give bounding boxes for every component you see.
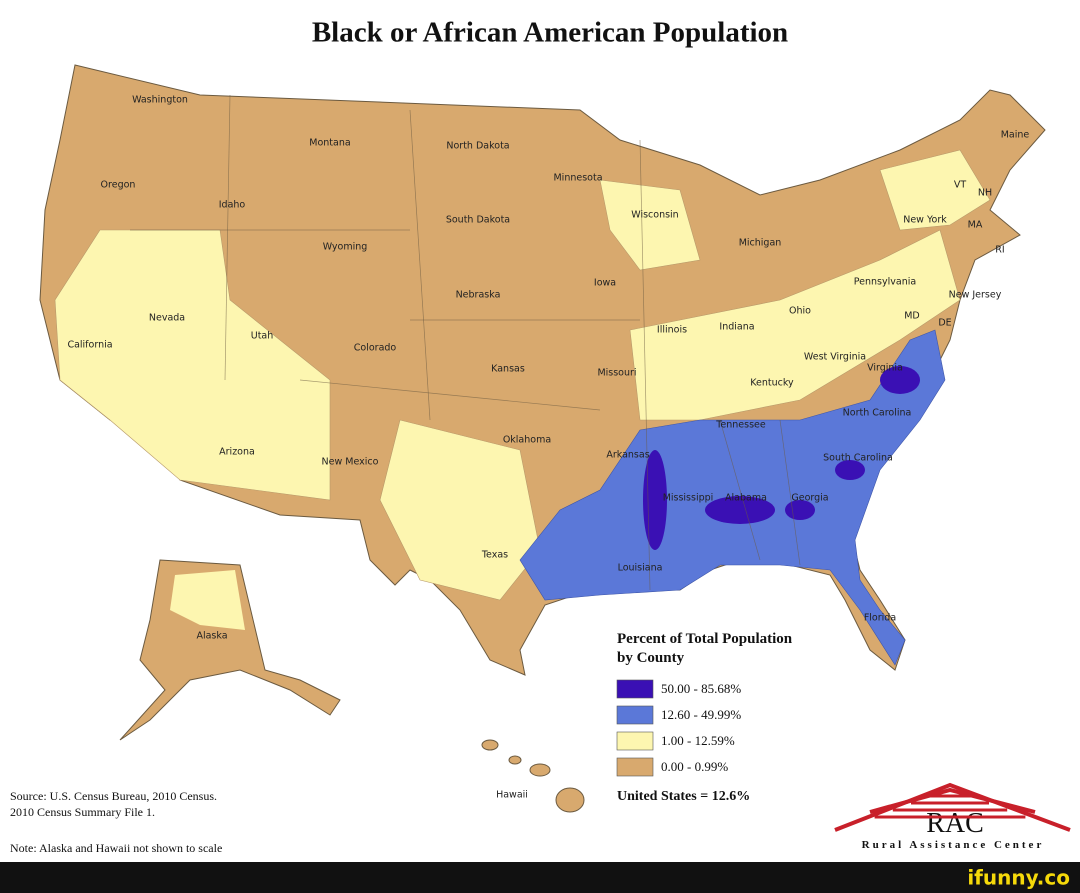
region	[54, 229, 331, 501]
legend-label: 1.00 - 12.59%	[661, 733, 735, 748]
state-label: Oregon	[101, 180, 136, 191]
land	[529, 763, 551, 777]
state-label: Minnesota	[553, 173, 602, 184]
state-label: Indiana	[719, 322, 754, 333]
state-label: Idaho	[219, 200, 246, 211]
state-label: California	[67, 340, 112, 351]
border	[299, 379, 601, 411]
legend-swatch	[616, 705, 654, 725]
region	[785, 500, 815, 520]
source: Source: U.S. Census Bureau, 2010 Census.	[10, 789, 217, 803]
footer-bar	[0, 862, 1080, 893]
state-label: Washington	[132, 95, 188, 106]
state-label: Mississippi	[663, 493, 714, 504]
logo: RAC Rural Assistance Center	[834, 782, 1071, 851]
state-labels: Washington Montana North Dakota Minnesota Or…	[67, 95, 1029, 801]
state-label: Colorado	[354, 343, 397, 354]
region	[629, 229, 961, 421]
legend-label: 50.00 - 85.68%	[661, 681, 741, 696]
state-label: Virginia	[867, 363, 903, 374]
legend-label: 0.00 - 0.99%	[661, 759, 728, 774]
logo-roof	[834, 782, 1071, 832]
watermark: ifunny.co	[967, 866, 1070, 890]
legend-title: by County	[617, 650, 685, 666]
state-label: West Virginia	[804, 352, 866, 363]
region	[705, 496, 775, 524]
state-label: Kentucky	[750, 378, 794, 389]
state-label: Florida	[864, 613, 896, 624]
state-label: MD	[904, 311, 920, 322]
state-label: Georgia	[791, 493, 828, 504]
logo-full: Rural Assistance Center	[862, 839, 1045, 851]
state-label: Utah	[251, 331, 274, 342]
map	[39, 64, 1046, 813]
region	[880, 366, 920, 394]
note: Note: Alaska and Hawaii not shown to sca…	[10, 841, 222, 855]
state-label: South Carolina	[823, 453, 893, 464]
state-label: MA	[968, 220, 983, 231]
state-label: Ohio	[789, 306, 811, 317]
state-label: DE	[938, 318, 951, 329]
state-label: VT	[954, 180, 966, 191]
state-label: South Dakota	[446, 215, 510, 226]
legend-title: Percent of Total Population	[617, 631, 793, 647]
land	[481, 739, 499, 751]
state-label: Kansas	[491, 364, 525, 375]
state-label: Michigan	[739, 238, 782, 249]
state-label: Iowa	[594, 278, 616, 289]
state-label: North Dakota	[446, 141, 509, 152]
legend-swatch	[616, 731, 654, 751]
state-label: NH	[978, 188, 992, 199]
state-label: New York	[903, 215, 947, 226]
state-label: Wyoming	[323, 242, 368, 253]
state-label: Wisconsin	[631, 210, 678, 221]
state-label: Arizona	[219, 447, 255, 458]
state-label: Tennessee	[715, 420, 766, 431]
land	[508, 755, 522, 765]
state-label: Maine	[1001, 130, 1030, 141]
border	[779, 419, 801, 566]
state-label: New Jersey	[949, 290, 1002, 301]
state-label: Texas	[481, 550, 508, 561]
state-label: Pennsylvania	[854, 277, 916, 288]
state-label: Alabama	[725, 493, 767, 504]
legend-summary: United States = 12.6%	[617, 789, 750, 804]
region	[835, 460, 865, 480]
region	[379, 419, 541, 601]
state-label: Nebraska	[456, 290, 501, 301]
region	[599, 179, 701, 271]
state-label: Alaska	[196, 631, 227, 642]
legend-swatch	[616, 679, 654, 699]
state-label: RI	[995, 245, 1004, 256]
state-label: Missouri	[597, 368, 636, 379]
border	[409, 109, 431, 421]
state-label: Hawaii	[496, 790, 528, 801]
border	[224, 94, 231, 381]
title: Black or African American Population	[312, 17, 788, 49]
region	[879, 149, 991, 231]
state-label: Nevada	[149, 313, 185, 324]
legend: Percent of Total Population by County Un…	[616, 631, 793, 804]
state-label: Louisiana	[618, 563, 663, 574]
region	[643, 450, 667, 550]
state-label: New Mexico	[322, 457, 379, 468]
state-label: Montana	[309, 138, 350, 149]
state-label: North Carolina	[843, 408, 912, 419]
border	[719, 419, 761, 561]
land	[555, 787, 585, 813]
logo-name: RAC	[926, 808, 984, 839]
legend-label: 12.60 - 49.99%	[661, 707, 741, 722]
border	[639, 139, 651, 591]
legend-swatch	[616, 757, 654, 777]
state-label: Oklahoma	[503, 435, 551, 446]
source: 2010 Census Summary File 1.	[10, 805, 155, 819]
state-label: Arkansas	[606, 450, 649, 461]
region	[170, 570, 245, 630]
state-label: Illinois	[657, 325, 687, 336]
logo-roof	[869, 787, 1036, 814]
